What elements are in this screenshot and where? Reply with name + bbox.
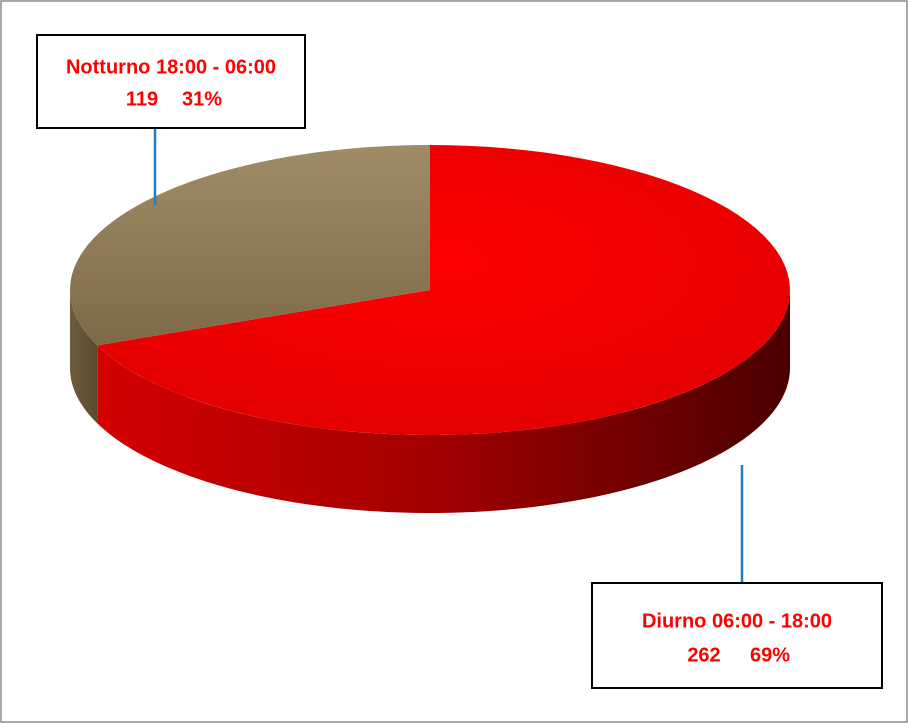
category-label: Notturno 18:00 - 06:00 xyxy=(66,56,276,78)
slice-side xyxy=(70,290,98,424)
percent-label: 31% xyxy=(182,88,222,110)
category-label: Diurno 06:00 - 18:00 xyxy=(642,610,832,632)
value-label: 119 xyxy=(126,88,158,110)
label-box xyxy=(591,582,883,689)
value-label: 262 xyxy=(687,644,720,666)
slice-side xyxy=(97,290,791,513)
percent-label: 69% xyxy=(750,644,790,666)
slice xyxy=(97,145,790,435)
label-box xyxy=(36,34,306,129)
pie xyxy=(70,145,791,513)
slice xyxy=(70,145,430,346)
